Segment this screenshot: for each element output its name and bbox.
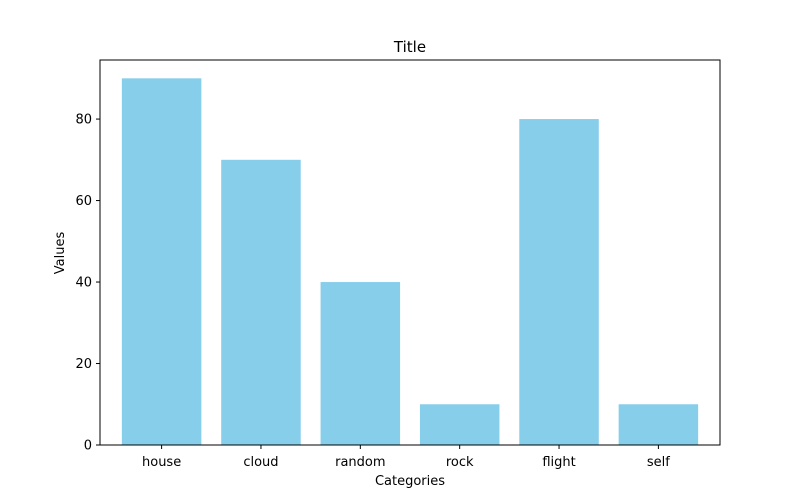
bars-group xyxy=(121,78,699,445)
y-tick-label: 0 xyxy=(84,439,92,454)
bar-random xyxy=(320,282,401,445)
x-tick-label: rock xyxy=(446,455,474,470)
x-axis-label: Categories xyxy=(375,474,445,489)
y-tick-label: 60 xyxy=(75,194,92,209)
x-tick-label: cloud xyxy=(243,455,278,470)
bar-self xyxy=(618,404,699,445)
x-axis-ticks: house cloud random rock flight self xyxy=(142,445,670,470)
bar-rock xyxy=(419,404,500,445)
x-tick-label: random xyxy=(335,455,385,470)
chart-title: Title xyxy=(393,38,426,56)
y-tick-label: 40 xyxy=(75,276,92,291)
x-tick-label: house xyxy=(142,455,181,470)
plot-frame xyxy=(99,59,721,446)
y-tick-label: 20 xyxy=(75,357,92,372)
y-tick-label: 80 xyxy=(75,113,92,128)
bar-house xyxy=(121,78,202,445)
bar-flight xyxy=(519,119,599,445)
x-tick-label: self xyxy=(647,455,670,470)
y-axis-ticks: 0 20 40 60 80 xyxy=(75,113,100,454)
bar-cloud xyxy=(221,159,301,445)
y-axis-label: Values xyxy=(53,232,68,275)
x-tick-label: flight xyxy=(542,455,575,470)
